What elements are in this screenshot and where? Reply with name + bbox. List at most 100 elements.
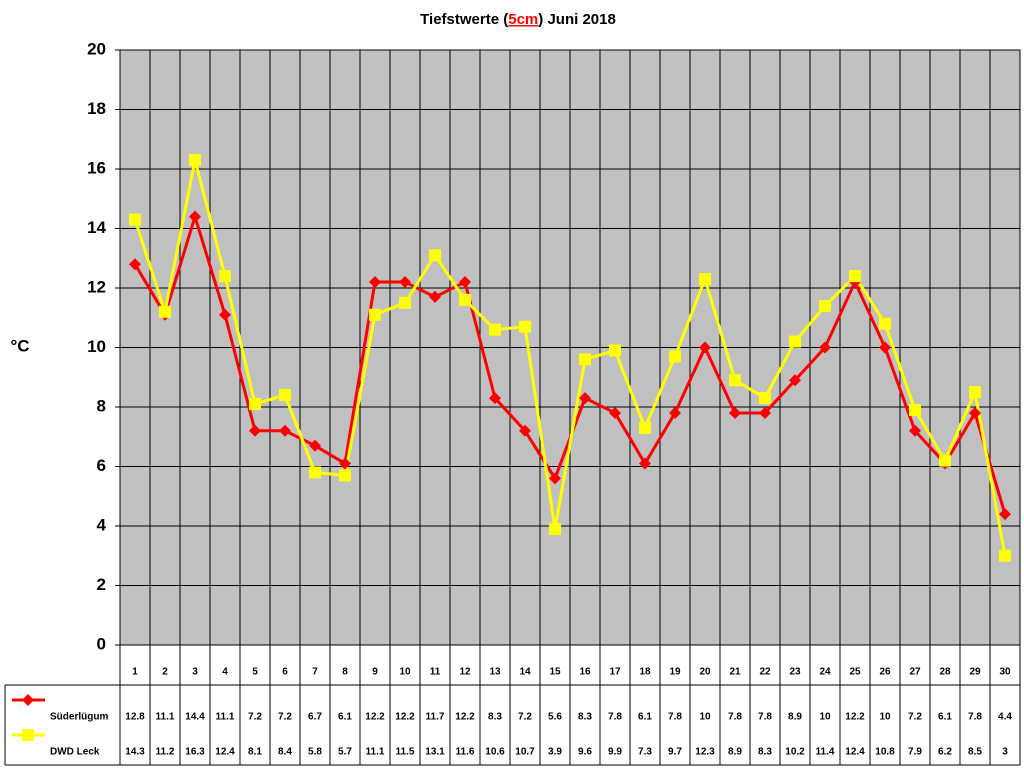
data-point xyxy=(159,305,171,318)
data-point xyxy=(879,317,891,330)
table-value: 10.2 xyxy=(785,747,805,758)
table-value: 12.2 xyxy=(455,712,475,723)
data-point xyxy=(249,424,261,437)
data-point xyxy=(639,421,651,434)
x-tick-label: 20 xyxy=(699,667,711,678)
y-tick-label: 4 xyxy=(97,515,107,534)
table-value: 7.8 xyxy=(968,712,982,723)
table-value: 4.4 xyxy=(998,712,1012,723)
table-value: 10.8 xyxy=(875,747,895,758)
table-value: 7.8 xyxy=(758,712,772,723)
table-value: 6.2 xyxy=(938,747,952,758)
x-tick-label: 11 xyxy=(430,667,441,678)
x-tick-label: 15 xyxy=(549,667,561,678)
data-point xyxy=(189,210,201,223)
data-point xyxy=(759,392,771,405)
table-value: 12.3 xyxy=(695,747,715,758)
table-value: 10.6 xyxy=(485,747,505,758)
table-value: 8.3 xyxy=(758,747,772,758)
data-point xyxy=(759,406,771,419)
table-value: 14.3 xyxy=(125,747,145,758)
x-tick-label: 23 xyxy=(789,667,801,678)
table-value: 7.2 xyxy=(248,712,262,723)
data-point xyxy=(339,457,351,470)
data-point xyxy=(429,290,441,303)
x-tick-label: 18 xyxy=(639,667,651,678)
y-axis-label: °C xyxy=(10,336,29,355)
x-tick-label: 13 xyxy=(489,667,501,678)
data-point xyxy=(819,341,831,354)
legend-marker xyxy=(22,729,34,741)
title-part: Tiefstwerte ( xyxy=(420,11,508,28)
table-value: 7.2 xyxy=(278,712,292,723)
data-point xyxy=(969,406,981,419)
y-tick-label: 14 xyxy=(87,218,106,237)
data-point xyxy=(369,276,381,289)
x-tick-label: 2 xyxy=(162,667,168,678)
data-point xyxy=(819,299,831,312)
data-point xyxy=(579,353,591,366)
table-value: 6.1 xyxy=(938,712,952,723)
legend-label: Süderlügum xyxy=(50,712,108,723)
data-point xyxy=(129,213,141,226)
table-value: 7.8 xyxy=(668,712,682,723)
data-point xyxy=(429,249,441,262)
x-tick-label: 30 xyxy=(999,667,1011,678)
x-tick-label: 19 xyxy=(669,667,681,678)
table-value: 3.9 xyxy=(548,747,562,758)
data-point xyxy=(549,472,561,485)
table-value: 7.3 xyxy=(638,747,652,758)
table-value: 9.7 xyxy=(668,747,682,758)
x-tick-label: 6 xyxy=(282,667,288,678)
table-value: 3 xyxy=(1002,747,1008,758)
table-value: 6.7 xyxy=(308,712,322,723)
x-tick-label: 7 xyxy=(312,667,318,678)
data-point xyxy=(459,276,471,289)
data-point xyxy=(849,270,861,283)
y-tick-label: 20 xyxy=(87,39,106,58)
table-value: 11.1 xyxy=(366,747,385,758)
table-value: 7.8 xyxy=(728,712,742,723)
x-tick-label: 4 xyxy=(222,667,228,678)
x-tick-label: 5 xyxy=(252,667,258,678)
data-point xyxy=(189,154,201,167)
table-value: 12.4 xyxy=(845,747,865,758)
data-point xyxy=(909,403,921,416)
data-point xyxy=(519,320,531,333)
table-value: 6.1 xyxy=(338,712,352,723)
data-point xyxy=(459,293,471,306)
table-value: 5.8 xyxy=(308,747,322,758)
table-value: 14.4 xyxy=(185,712,205,723)
data-point xyxy=(519,424,531,437)
title-highlight: 5cm xyxy=(508,11,538,28)
x-tick-label: 17 xyxy=(609,667,621,678)
table-value: 8.3 xyxy=(488,712,502,723)
data-point xyxy=(339,469,351,482)
y-tick-label: 10 xyxy=(87,337,106,356)
title-part: ) Juni 2018 xyxy=(538,11,616,28)
table-value: 8.3 xyxy=(578,712,592,723)
table-value: 7.8 xyxy=(608,712,622,723)
y-tick-label: 18 xyxy=(87,99,106,118)
table-value: 10.7 xyxy=(515,747,535,758)
table-value: 9.6 xyxy=(578,747,592,758)
data-point xyxy=(219,308,231,321)
y-tick-label: 0 xyxy=(97,634,106,653)
table-value: 7.2 xyxy=(908,712,922,723)
table-value: 12.2 xyxy=(365,712,385,723)
x-tick-label: 3 xyxy=(192,667,198,678)
data-point xyxy=(549,522,561,535)
x-tick-label: 29 xyxy=(969,667,981,678)
x-tick-label: 9 xyxy=(372,667,378,678)
table-value: 7.9 xyxy=(908,747,922,758)
data-point xyxy=(609,344,621,357)
data-point xyxy=(489,323,501,336)
x-tick-label: 26 xyxy=(879,667,891,678)
table-value: 6.1 xyxy=(638,712,652,723)
table-value: 13.1 xyxy=(425,747,445,758)
x-tick-label: 28 xyxy=(939,667,951,678)
table-value: 10 xyxy=(819,712,831,723)
table-value: 5.7 xyxy=(338,747,352,758)
y-tick-label: 8 xyxy=(97,396,106,415)
data-point xyxy=(939,454,951,467)
